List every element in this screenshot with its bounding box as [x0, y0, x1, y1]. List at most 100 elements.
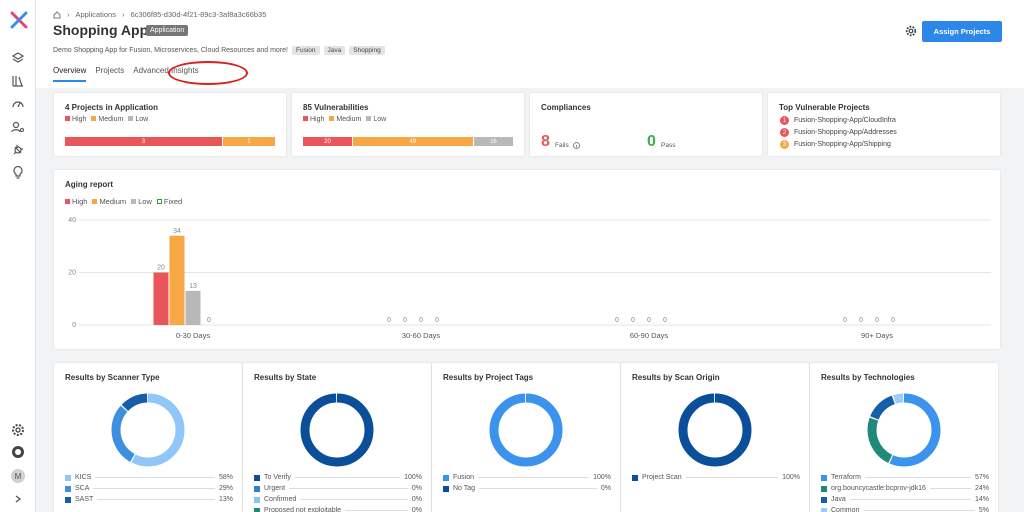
legend-leader: [345, 510, 408, 511]
projects-card: 4 Projects in Application High Medium Lo…: [54, 93, 286, 156]
data-label: 0: [615, 317, 619, 324]
lightbulb-icon[interactable]: [11, 166, 25, 180]
legend-swatch: [821, 474, 827, 481]
data-label: 0: [647, 317, 651, 324]
legend-label: Proposed not exploitable: [264, 507, 342, 512]
data-label: 0: [891, 317, 895, 324]
legend-leader: [864, 477, 971, 478]
bar-medium[interactable]: [169, 235, 185, 325]
legend-leader: [849, 499, 971, 500]
legend-row: No Tag 0%: [443, 485, 611, 492]
fails-count: 8: [541, 133, 550, 150]
app-logo-icon[interactable]: [9, 10, 29, 30]
legend-row: Project Scan 100%: [632, 474, 800, 481]
x-tick-label: 60-90 Days: [630, 331, 669, 340]
top-projects-title: Top Vulnerable Projects: [779, 103, 870, 112]
legend-row: Confirmed 0%: [254, 496, 422, 503]
legend-leader: [97, 499, 215, 500]
pass-count: 0: [647, 133, 656, 150]
aging-report-title: Aging report: [65, 180, 113, 189]
tag-shopping: Shopping: [349, 46, 385, 55]
compliances-card-title: Compliances: [541, 103, 591, 112]
legend-label: Common: [831, 507, 860, 512]
legend-percent: 5%: [978, 507, 989, 512]
legend-leader: [685, 477, 779, 478]
dashboard-icon[interactable]: [11, 97, 25, 111]
vulnerabilities-legend: High Medium Low: [303, 116, 386, 123]
plug-icon[interactable]: [11, 143, 25, 157]
donut-slice[interactable]: [678, 393, 752, 467]
legend-swatch: [65, 496, 71, 503]
data-label: 0: [875, 317, 879, 324]
tab-overview[interactable]: Overview: [53, 66, 87, 82]
layers-icon[interactable]: [11, 51, 25, 65]
legend-label: Terraform: [831, 474, 861, 481]
legend-swatch: [821, 507, 827, 512]
bar-low[interactable]: [185, 290, 201, 325]
highlight-annotation: [168, 61, 248, 85]
legend-percent: 100%: [593, 474, 611, 481]
legend-row: Java 14%: [821, 496, 989, 503]
help-icon[interactable]: [11, 445, 25, 459]
results-card: Results by Project Tags Fusion 100% No Tag 0…: [432, 363, 620, 512]
tab-advanced-insights[interactable]: Advanced Insights: [133, 66, 199, 75]
projects-legend: High Medium Low: [65, 116, 148, 123]
library-icon[interactable]: [11, 74, 25, 88]
tab-projects[interactable]: Projects: [95, 66, 125, 75]
user-settings-icon[interactable]: [11, 120, 25, 134]
data-label: 0: [207, 317, 211, 324]
aging-legend: High Medium Low Fixed: [65, 197, 182, 206]
assign-projects-button[interactable]: Assign Projects: [922, 21, 1002, 42]
y-tick-label: 0: [72, 322, 76, 329]
donut-slice[interactable]: [867, 393, 941, 467]
data-label: 0: [843, 317, 847, 324]
legend-swatch: [254, 507, 260, 512]
vuln-high-segment: 20: [303, 137, 352, 146]
x-tick-label: 0-30 Days: [176, 331, 210, 340]
legend-leader: [294, 477, 401, 478]
legend-percent: 100%: [404, 474, 422, 481]
legend-swatch: [254, 485, 260, 492]
top-project-item[interactable]: 3 Fusion-Shopping-App/Shipping: [780, 140, 891, 149]
legend-label: No Tag: [453, 485, 476, 492]
avatar[interactable]: M: [11, 469, 25, 483]
donut-slice[interactable]: [111, 393, 185, 467]
donut-slice[interactable]: [300, 393, 374, 467]
legend-label: Java: [831, 496, 846, 503]
results-card: Results by Technologies Terraform 57% org.b…: [810, 363, 998, 512]
legend-label: SAST: [75, 496, 94, 503]
legend-row: Proposed not exploitable 0%: [254, 507, 422, 512]
legend-leader: [300, 499, 408, 500]
gear-icon[interactable]: [905, 25, 917, 37]
donut-slice[interactable]: [867, 393, 941, 467]
legend-percent: 57%: [974, 474, 989, 481]
legend-leader: [929, 488, 971, 489]
legend-percent: 100%: [782, 474, 800, 481]
home-icon[interactable]: [53, 10, 61, 19]
bar-high[interactable]: [153, 272, 169, 326]
chevron-right-icon[interactable]: [11, 492, 25, 506]
legend-swatch: [65, 485, 71, 492]
breadcrumb-applications[interactable]: Applications: [75, 10, 116, 19]
legend-swatch: [254, 474, 260, 481]
page-title: Shopping App: [53, 22, 149, 38]
page-header: › Applications › 6c306f85-d30d-4f21-89c3…: [36, 0, 1024, 88]
aging-chart: 0 20 40 20 34 13 0 0-30 Days 0 0 0 0 30-60 Days 0 0 0 0 6…: [68, 217, 991, 340]
legend-row: Common 5%: [821, 507, 989, 512]
donut-slice[interactable]: [489, 393, 563, 467]
legend-row: Terraform 57%: [821, 474, 989, 481]
legend-label: Confirmed: [264, 496, 297, 503]
vulnerabilities-card: 85 Vulnerabilities High Medium Low 20 49…: [292, 93, 524, 156]
info-icon[interactable]: [573, 142, 580, 149]
legend-leader: [95, 477, 215, 478]
top-project-item[interactable]: 2 Fusion-Shopping-App/Addresses: [780, 128, 897, 137]
settings-gear-icon[interactable]: [11, 423, 25, 437]
legend-leader: [93, 488, 215, 489]
data-label: 0: [631, 317, 635, 324]
y-tick-label: 20: [68, 270, 76, 277]
top-project-item[interactable]: 1 Fusion-Shopping-App/CloudInfra: [780, 116, 896, 125]
donut-slice[interactable]: [111, 393, 185, 467]
x-tick-label: 90+ Days: [861, 331, 893, 340]
data-label: 0: [435, 317, 439, 324]
projects-high-segment: 3: [65, 137, 222, 146]
